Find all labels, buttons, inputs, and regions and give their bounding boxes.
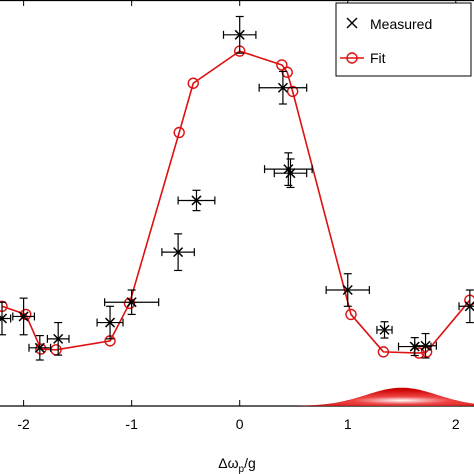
x-marker: [283, 164, 294, 175]
fit-point: [413, 347, 425, 359]
measured-point: [222, 15, 257, 54]
x-marker: [191, 195, 202, 206]
legend-label-measured: Measured: [370, 16, 432, 32]
x-marker: [53, 333, 64, 344]
measured-point: [325, 273, 370, 307]
x-axis-label-main: Δω: [218, 455, 238, 471]
measured-point: [263, 152, 313, 187]
measured-point: [0, 301, 12, 336]
legend: Measured Fit: [335, 2, 472, 77]
x-marker: [420, 340, 431, 351]
x-marker: [379, 324, 390, 335]
fit-point: [286, 85, 299, 98]
x-marker: [464, 301, 474, 312]
fit-point: [377, 346, 390, 358]
x-marker: [285, 168, 296, 179]
x-marker: [277, 82, 288, 93]
measured-point: [177, 189, 216, 212]
x-axis-label-tail: /g: [244, 455, 256, 471]
measured-point: [104, 289, 160, 316]
x-axis-label: Δωp/g: [218, 455, 256, 474]
fit-point: [187, 77, 199, 89]
fit-line: [1, 50, 471, 354]
measured-point: [28, 334, 52, 361]
measured-point: [273, 158, 308, 189]
legend-entry-fit: Fit: [340, 50, 386, 66]
measured-point: [414, 332, 437, 359]
x-marker: [105, 317, 116, 328]
legend-entry-measured: Measured: [346, 16, 432, 32]
measured-point: [258, 70, 308, 105]
x-axis-label-sub: p: [239, 464, 245, 474]
x-tick-label: 0: [236, 416, 244, 432]
measured-point: [12, 297, 36, 336]
x-marker: [234, 29, 245, 40]
fit-point: [276, 59, 288, 71]
x-tick-label: 2: [452, 416, 460, 432]
fit-point: [123, 297, 136, 310]
x-marker: [34, 342, 45, 353]
fit-point: [173, 126, 185, 139]
measured-point: [161, 233, 195, 272]
measured-point: [376, 321, 393, 339]
x-marker: [173, 247, 184, 258]
measured-point: [458, 289, 474, 324]
measured-point: [96, 305, 124, 340]
x-marker: [0, 313, 8, 322]
legend-label-fit: Fit: [370, 50, 386, 66]
x-tick-label: 1: [344, 416, 352, 432]
plot-area: -2 -1 0 1 2: [0, 0, 474, 432]
legend-box: [335, 2, 472, 77]
legend-marker-circle: [346, 52, 358, 64]
x-marker: [18, 311, 29, 322]
x-marker: [126, 297, 137, 308]
x-tick-label: -2: [17, 416, 30, 432]
measured-point: [46, 321, 70, 356]
gaussian-glow: [287, 387, 474, 406]
x-marker: [342, 284, 353, 296]
fit-point: [345, 308, 357, 321]
fit-point: [35, 343, 47, 355]
legend-marker-x: [346, 17, 358, 29]
fit-point: [281, 66, 293, 78]
x-tick-label: -1: [125, 416, 138, 432]
